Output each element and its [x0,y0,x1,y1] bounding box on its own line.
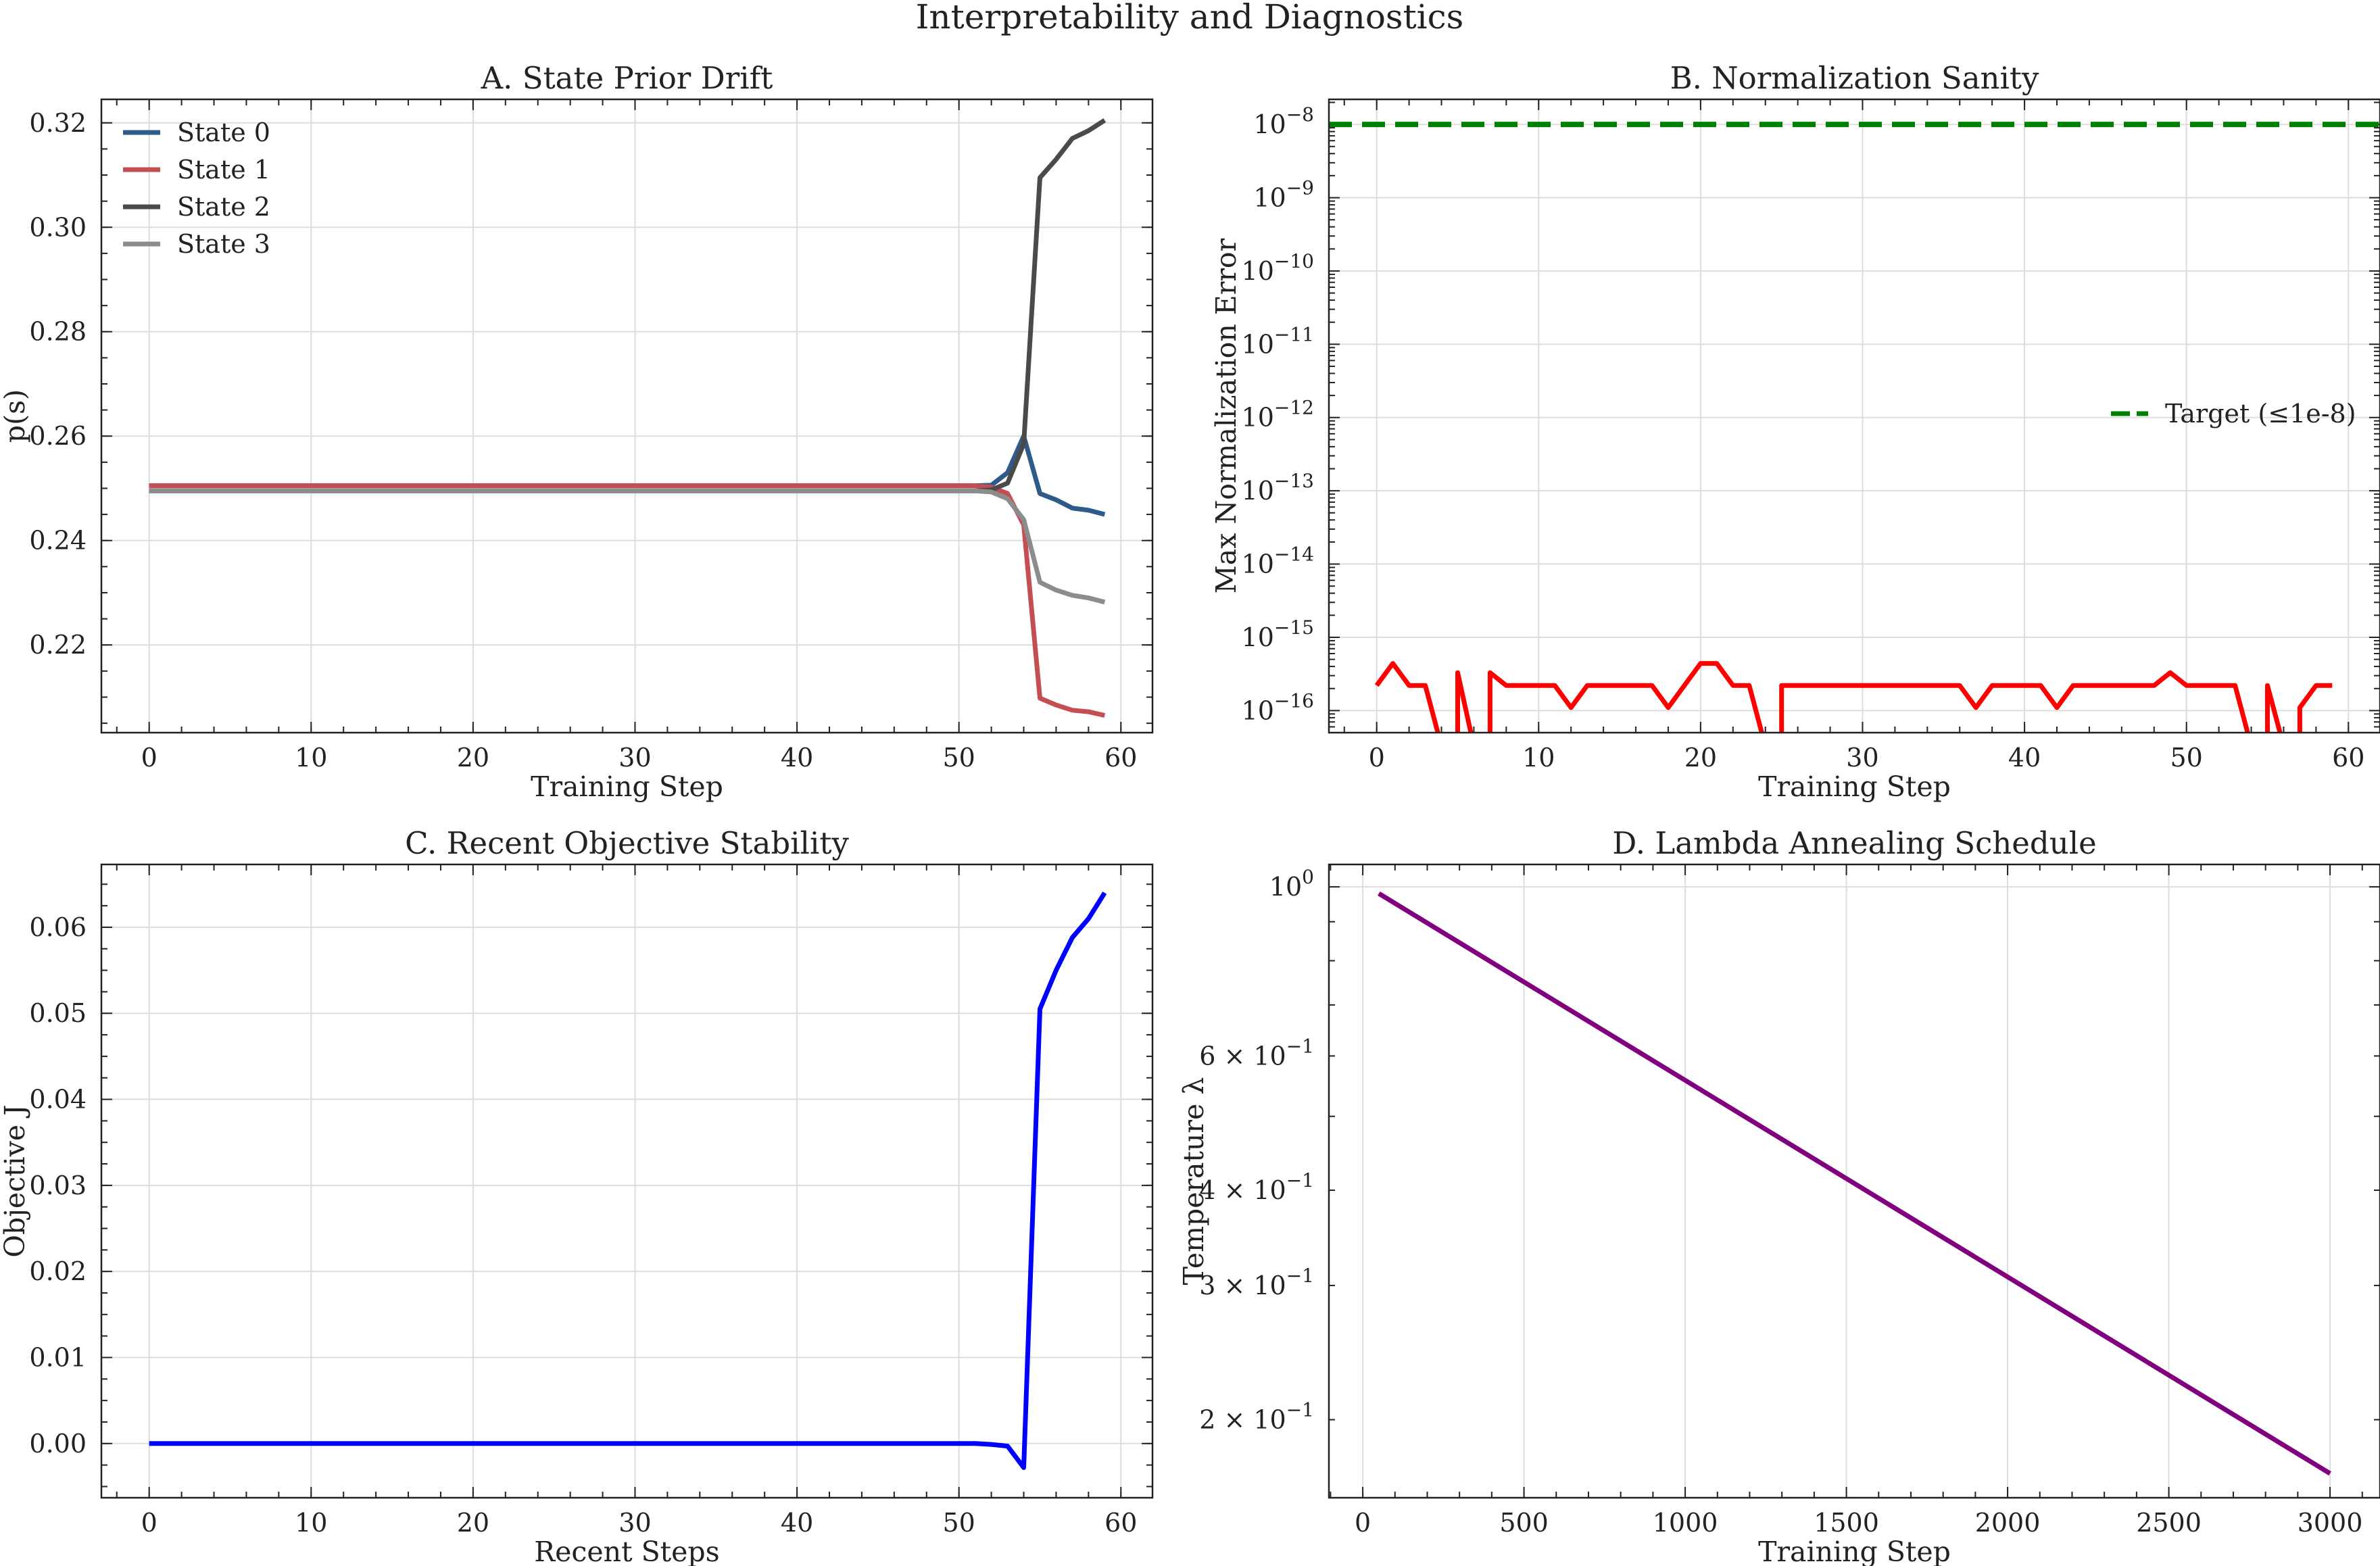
y-tick-label: 100 [1269,866,1314,902]
x-tick-label: 10 [1522,743,1555,773]
y-tick-label: 4 × 10−1 [1199,1169,1314,1205]
y-tick-label: 0.28 [29,317,87,347]
x-tick-label: 20 [457,743,489,773]
series-line-1 [149,483,1106,718]
y-tick-label: 10−9 [1253,177,1314,213]
series-line-3 [149,488,1106,605]
x-tick-label: 20 [457,1508,489,1538]
panel-title: D. Lambda Annealing Schedule [1612,825,2096,861]
x-axis-label: Training Step [531,770,723,803]
legend-label: Target (≤1e-8) [2165,399,2356,429]
panel-b: B. Normalization Sanity 0 10 20 30 40 50 60 10−1… [1210,60,2380,803]
x-tick-label: 0 [1355,1508,1371,1538]
y-tick-label: 0.03 [29,1171,87,1200]
plot-area [1378,891,2331,1476]
x-axis-label: Recent Steps [534,1536,719,1566]
x-tick-label: 50 [942,1508,975,1538]
x-tick-label: 30 [618,1508,651,1538]
y-tick-label: 6 × 10−1 [1199,1035,1314,1071]
figure-title: Interpretability and Diagnostics [916,0,1464,36]
x-tick-label: 30 [618,743,651,773]
x-tick-label: 50 [2170,743,2202,773]
legend-label: State 0 [177,118,270,147]
x-tick-label: 40 [2008,743,2041,773]
x-tick-label: 1500 [1814,1508,1879,1538]
y-tick-label: 0.06 [29,912,87,942]
y-tick-label: 10−10 [1242,250,1314,286]
x-tick-label: 60 [1104,1508,1137,1538]
axes-frame [1328,863,2380,1499]
y-tick-label: 2 × 10−1 [1199,1399,1314,1435]
x-tick-label: 40 [781,743,813,773]
y-tick-label: 0.26 [29,421,87,451]
panel-title: C. Recent Objective Stability [405,825,849,861]
y-tick-label: 10−15 [1242,616,1314,652]
x-tick-label: 60 [2332,743,2364,773]
axes-frame [100,98,1154,734]
legend-label: State 3 [177,229,270,259]
x-axis-label: Training Step [1758,1536,1951,1566]
x-tick-label: 2000 [1975,1508,2041,1538]
x-tick-label: 3000 [2298,1508,2363,1538]
y-tick-label: 10−12 [1242,397,1314,433]
x-axis-label: Training Step [1758,770,1951,803]
series-line-0 [149,891,1107,1470]
y-tick-label: 0.30 [29,212,87,242]
x-tick-label: 10 [295,743,327,773]
x-tick-label: 0 [1369,743,1385,773]
x-tick-label: 0 [141,743,157,773]
panel-d: D. Lambda Annealing Schedule 0 500 1000 1500… [1177,825,2380,1566]
legend-label: State 2 [177,192,270,222]
y-tick-label: 0.22 [29,630,87,660]
plot-area [1329,122,2380,733]
x-tick-label: 40 [781,1508,813,1538]
series-line-2 [149,118,1107,493]
x-tick-label: 30 [1846,743,1878,773]
plot-area [149,891,1107,1470]
panel-title: B. Normalization Sanity [1670,60,2039,96]
plot-area [149,118,1107,718]
series-line-0 [1378,891,2331,1476]
panel-c: C. Recent Objective Stability 0 10 20 30 40 50… [0,825,1154,1566]
y-tick-label: 0.05 [29,998,87,1028]
axes-frame [1328,98,2380,734]
legend-label: State 1 [177,155,270,185]
x-tick-label: 2500 [2136,1508,2202,1538]
panel-a: A. State Prior Drift 0 10 20 30 40 50 60 0.22 0.2… [0,60,1154,803]
y-tick-label: 3 × 10−1 [1199,1265,1314,1300]
x-tick-label: 20 [1684,743,1717,773]
y-tick-label: 10−8 [1253,103,1314,139]
y-tick-label: 0.24 [29,526,87,556]
x-tick-label: 50 [942,743,975,773]
y-tick-label: 0.02 [29,1256,87,1286]
x-tick-label: 500 [1499,1508,1549,1538]
series-line-0 [1374,661,2333,733]
y-axis-label: Temperature λ [1177,1077,1210,1286]
y-tick-label: 0.01 [29,1342,87,1372]
y-tick-label: 0.04 [29,1085,87,1115]
axes-frame [100,863,1154,1499]
y-axis-label: p(s) [0,389,31,443]
y-axis-label: Max Normalization Error [1210,238,1242,593]
x-tick-label: 10 [295,1508,327,1538]
y-tick-label: 10−16 [1242,689,1314,725]
y-tick-label: 10−11 [1242,323,1314,359]
series-line-0 [149,433,1106,517]
y-axis-label: Objective J [0,1104,31,1257]
y-tick-label: 0.32 [29,108,87,138]
x-tick-label: 0 [141,1508,157,1538]
y-tick-label: 10−14 [1242,543,1314,579]
y-tick-label: 0.00 [29,1429,87,1459]
panel-title: A. State Prior Drift [481,60,773,96]
x-tick-label: 60 [1104,743,1137,773]
x-tick-label: 1000 [1653,1508,1718,1538]
y-tick-label: 10−13 [1242,470,1314,506]
